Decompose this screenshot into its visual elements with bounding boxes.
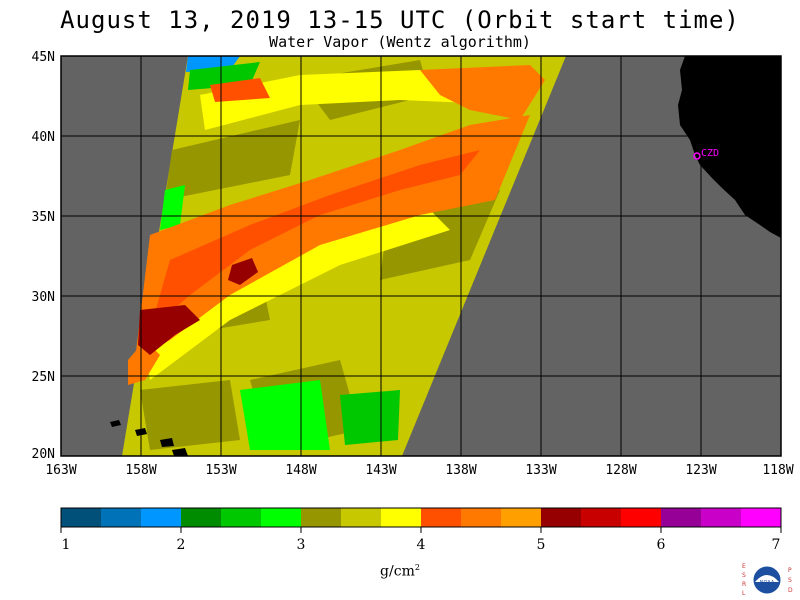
lon-label-138w: 138W bbox=[445, 463, 476, 478]
lat-label-25n: 25N bbox=[32, 370, 55, 385]
map-subtitle: Water Vapor (Wentz algorithm) bbox=[269, 33, 531, 51]
dark-red-core-1 bbox=[228, 258, 258, 285]
lat-label-30n: 30N bbox=[32, 290, 55, 305]
island-hawaii bbox=[172, 448, 188, 456]
colorbar-swatch bbox=[741, 508, 782, 527]
colorbar-swatch bbox=[341, 508, 382, 527]
map-frame bbox=[60, 55, 782, 457]
lat-label-20n: 20N bbox=[32, 447, 55, 462]
olive-region-1 bbox=[165, 120, 300, 200]
colorbar-swatch bbox=[381, 508, 422, 527]
dark-red-core-2 bbox=[138, 305, 200, 355]
green-patch-1 bbox=[240, 380, 330, 450]
svg-text:S: S bbox=[742, 572, 746, 579]
colorbar-swatch bbox=[221, 508, 262, 527]
colorbar-tick-label: 7 bbox=[772, 537, 781, 553]
colorbar-swatch bbox=[261, 508, 302, 527]
station-label: CZD bbox=[701, 148, 719, 159]
lon-label-133w: 133W bbox=[525, 463, 556, 478]
colorbar-swatch bbox=[141, 508, 182, 527]
station-marker bbox=[693, 152, 701, 160]
green-patch-2 bbox=[160, 185, 185, 230]
colorbar-swatch bbox=[661, 508, 702, 527]
lon-label-158w: 158W bbox=[125, 463, 156, 478]
colorbar-swatch bbox=[421, 508, 462, 527]
noaa-esrl-psd-logo: NOAA E S R L P S D bbox=[742, 563, 793, 597]
olive-region-5 bbox=[140, 380, 240, 450]
svg-text:L: L bbox=[742, 590, 746, 597]
island-kauai bbox=[110, 420, 121, 427]
lat-label-35n: 35N bbox=[32, 210, 55, 225]
colorbar-swatch bbox=[61, 508, 102, 527]
svg-text:NOAA: NOAA bbox=[760, 580, 775, 586]
lon-label-148w: 148W bbox=[285, 463, 316, 478]
svg-text:P: P bbox=[788, 567, 792, 574]
svg-text:S: S bbox=[788, 577, 792, 584]
colorbar bbox=[61, 508, 782, 527]
colorbar-tick-label: 6 bbox=[657, 537, 666, 553]
lon-label-143w: 143W bbox=[365, 463, 396, 478]
colorbar-swatch bbox=[301, 508, 342, 527]
map-title: August 13, 2019 13-15 UTC (Orbit start t… bbox=[60, 6, 740, 34]
colorbar-tick-label: 2 bbox=[177, 537, 186, 553]
lat-label-40n: 40N bbox=[32, 130, 55, 145]
lon-label-123w: 123W bbox=[685, 463, 716, 478]
colorbar-swatch bbox=[101, 508, 142, 527]
colorbar-tick-label: 4 bbox=[417, 537, 426, 553]
colorbar-tick-label: 1 bbox=[62, 537, 71, 553]
grid-lines bbox=[61, 56, 781, 456]
colorbar-units: g/cm2 bbox=[380, 563, 420, 580]
colorbar-swatch bbox=[581, 508, 622, 527]
colorbar-tick-label: 3 bbox=[297, 537, 306, 553]
svg-text:R: R bbox=[742, 581, 746, 588]
island-maui bbox=[160, 438, 174, 447]
orange-north bbox=[420, 65, 545, 120]
svg-text:D: D bbox=[788, 587, 793, 594]
orange-northwest bbox=[210, 78, 270, 102]
lon-label-128w: 128W bbox=[605, 463, 636, 478]
lon-label-153w: 153W bbox=[205, 463, 236, 478]
lon-label-118w: 118W bbox=[762, 463, 793, 478]
colorbar-swatch bbox=[501, 508, 542, 527]
yellow-band-south bbox=[145, 210, 450, 380]
lon-label-163w: 163W bbox=[45, 463, 76, 478]
colorbar-swatch bbox=[701, 508, 742, 527]
orange-plume-core bbox=[150, 150, 480, 330]
colorbar-swatch bbox=[621, 508, 662, 527]
colorbar-tick-label: 5 bbox=[537, 537, 546, 553]
colorbar-ticks: 1 2 3 4 5 6 7 bbox=[60, 527, 782, 553]
land-west-coast bbox=[678, 56, 781, 238]
colorbar-swatch bbox=[541, 508, 582, 527]
colorbar-swatch bbox=[461, 508, 502, 527]
lat-label-45n: 45N bbox=[32, 50, 55, 65]
svg-text:E: E bbox=[742, 563, 746, 570]
green-patch-3 bbox=[340, 390, 400, 445]
colorbar-swatch bbox=[181, 508, 222, 527]
